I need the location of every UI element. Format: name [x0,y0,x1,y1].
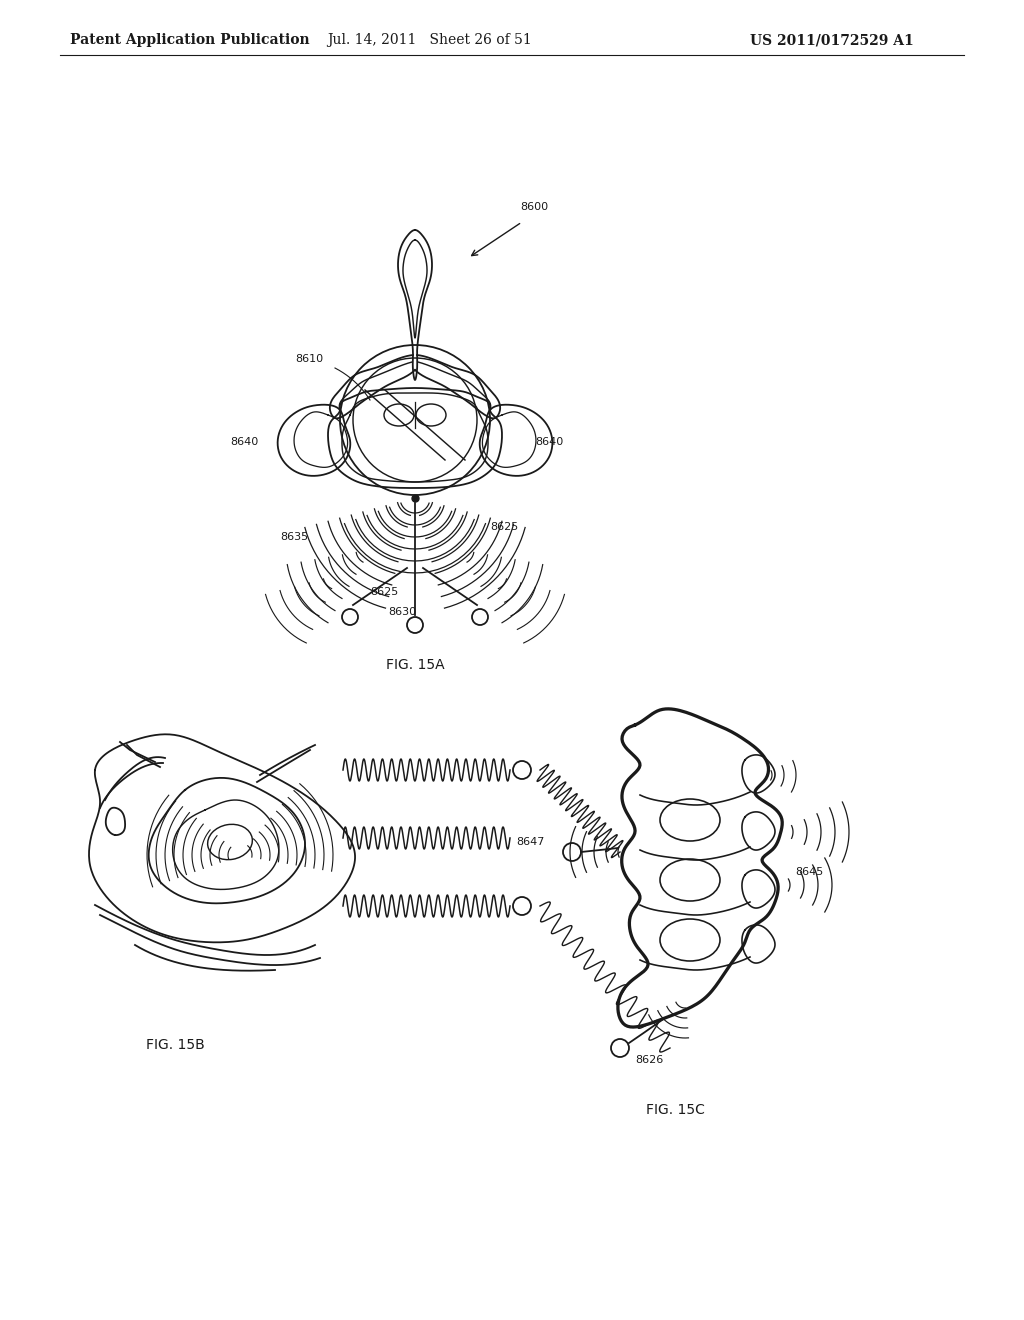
Text: 8645: 8645 [795,867,823,876]
Text: Patent Application Publication: Patent Application Publication [70,33,309,48]
Text: Jul. 14, 2011   Sheet 26 of 51: Jul. 14, 2011 Sheet 26 of 51 [328,33,532,48]
Text: 8625: 8625 [370,587,398,597]
Text: FIG. 15B: FIG. 15B [145,1038,205,1052]
Text: FIG. 15C: FIG. 15C [645,1104,705,1117]
Text: US 2011/0172529 A1: US 2011/0172529 A1 [750,33,913,48]
Text: 8600: 8600 [520,202,548,213]
Text: 8630: 8630 [388,607,416,616]
Text: 8625: 8625 [490,521,518,532]
Text: FIG. 15A: FIG. 15A [386,657,444,672]
Text: 8647: 8647 [517,837,545,847]
Text: 8640: 8640 [230,437,258,447]
Text: 8610: 8610 [295,354,324,364]
Text: 8635: 8635 [280,532,308,543]
Text: 8626: 8626 [635,1055,664,1065]
Text: 8640: 8640 [535,437,563,447]
